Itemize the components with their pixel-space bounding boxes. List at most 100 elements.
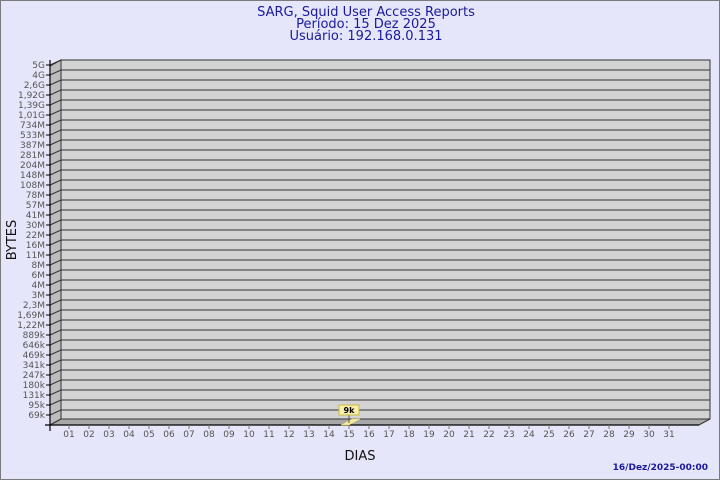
y-tick-label: 108M: [20, 181, 45, 191]
y-grid-diagonal: [49, 329, 62, 336]
x-tick-label: 11: [263, 430, 274, 440]
x-tick-label: 10: [243, 430, 255, 440]
y-grid-diagonal: [49, 319, 62, 326]
x-tick-label: 08: [203, 430, 215, 440]
y-grid-diagonal: [49, 389, 62, 396]
y-tick-label: 4G: [32, 71, 45, 81]
y-tick-label: 204M: [20, 161, 45, 171]
y-tick-label: 889k: [23, 331, 46, 341]
y-tick-label: 6M: [32, 271, 46, 281]
bar-data-label: 9k: [344, 406, 356, 415]
chart-title: SARG, Squid User Access Reports: [257, 5, 475, 20]
footer-timestamp: 16/Dez/2025-00:00: [613, 463, 708, 473]
x-tick-label: 15: [343, 430, 354, 440]
y-tick-label: 2,6G: [24, 81, 45, 91]
x-tick-label: 21: [463, 430, 474, 440]
y-grid-diagonal: [49, 79, 62, 86]
x-tick-label: 04: [123, 430, 135, 440]
y-tick-label: 5G: [32, 61, 45, 71]
y-grid-diagonal: [49, 59, 62, 66]
y-tick-label: 281M: [20, 151, 45, 161]
y-grid-diagonal: [49, 269, 62, 276]
x-tick-label: 24: [523, 430, 535, 440]
y-grid-diagonal: [49, 139, 62, 146]
y-grid-diagonal: [49, 89, 62, 96]
y-grid-diagonal: [49, 299, 62, 306]
x-tick-label: 29: [623, 430, 635, 440]
chart-subtitle-user: Usuário: 192.168.0.131: [289, 29, 442, 44]
y-tick-label: 469k: [23, 351, 46, 361]
y-tick-label: 1,39G: [18, 101, 45, 111]
y-grid-diagonal: [49, 209, 62, 216]
y-tick-label: 1,69M: [17, 311, 45, 321]
y-grid-diagonal: [49, 179, 62, 186]
x-tick-label: 19: [423, 430, 435, 440]
x-tick-label: 18: [403, 430, 415, 440]
y-tick-label: 16M: [26, 241, 45, 251]
x-tick-label: 31: [663, 430, 674, 440]
chart-subtitle-period: Período: 15 Dez 2025: [296, 17, 436, 32]
y-grid-diagonal: [49, 279, 62, 286]
y-tick-label: 533M: [20, 131, 45, 141]
x-tick-label: 07: [183, 430, 194, 440]
y-grid-diagonal: [49, 159, 62, 166]
y-tick-label: 8M: [32, 261, 46, 271]
y-grid-diagonal: [49, 409, 62, 416]
x-tick-label: 23: [503, 430, 514, 440]
y-grid-diagonal: [49, 309, 62, 316]
bar-day-15: [340, 418, 361, 426]
y-grid-diagonal: [49, 239, 62, 246]
x-tick-label: 06: [163, 430, 175, 440]
y-tick-label: 41M: [26, 211, 45, 221]
y-tick-label: 22M: [26, 231, 45, 241]
x-tick-label: 30: [643, 430, 655, 440]
plot-floor: [49, 418, 711, 426]
y-grid-diagonal: [49, 229, 62, 236]
y-grid-diagonal: [49, 379, 62, 386]
y-tick-label: 387M: [20, 141, 45, 151]
y-grid-diagonal: [49, 339, 62, 346]
y-grid-diagonal: [49, 219, 62, 226]
y-tick-label: 148M: [20, 171, 45, 181]
y-tick-label: 95k: [28, 401, 45, 411]
y-tick-label: 30M: [26, 221, 45, 231]
y-tick-label: 1,92G: [18, 91, 45, 101]
x-tick-label: 25: [543, 430, 554, 440]
y-tick-label: 78M: [26, 191, 45, 201]
y-grid-diagonal: [49, 359, 62, 366]
x-tick-label: 17: [383, 430, 394, 440]
y-tick-label: 2,3M: [23, 301, 45, 311]
x-tick-label: 01: [63, 430, 74, 440]
x-tick-label: 02: [83, 430, 94, 440]
y-grid-diagonal: [49, 289, 62, 296]
x-tick-label: 27: [583, 430, 594, 440]
y-grid-diagonal: [49, 149, 62, 156]
y-tick-label: 11M: [26, 251, 45, 261]
bar-label-box: [338, 404, 360, 416]
y-tick-label: 646k: [23, 341, 46, 351]
x-tick-label: 03: [103, 430, 114, 440]
y-grid-diagonal: [49, 199, 62, 206]
x-axis-label: DIAS: [345, 449, 376, 464]
y-tick-label: 180k: [23, 381, 46, 391]
y-axis-label: BYTES: [5, 220, 20, 261]
y-tick-label: 57M: [26, 201, 45, 211]
y-tick-label: 4M: [32, 281, 46, 291]
y-grid-diagonal: [49, 189, 62, 196]
x-tick-label: 13: [303, 430, 314, 440]
y-grid-diagonal: [49, 399, 62, 406]
x-tick-label: 20: [443, 430, 455, 440]
y-grid-diagonal: [49, 129, 62, 136]
x-tick-label: 28: [603, 430, 615, 440]
y-grid-diagonal: [49, 99, 62, 106]
x-tick-label: 14: [323, 430, 335, 440]
y-grid-diagonal: [49, 119, 62, 126]
x-tick-label: 09: [223, 430, 235, 440]
y-tick-label: 1,01G: [18, 111, 45, 121]
y-grid-diagonal: [49, 169, 62, 176]
y-tick-label: 3M: [32, 291, 46, 301]
x-tick-label: 12: [283, 430, 294, 440]
y-tick-label: 734M: [20, 121, 45, 131]
y-grid-diagonal: [49, 109, 62, 116]
